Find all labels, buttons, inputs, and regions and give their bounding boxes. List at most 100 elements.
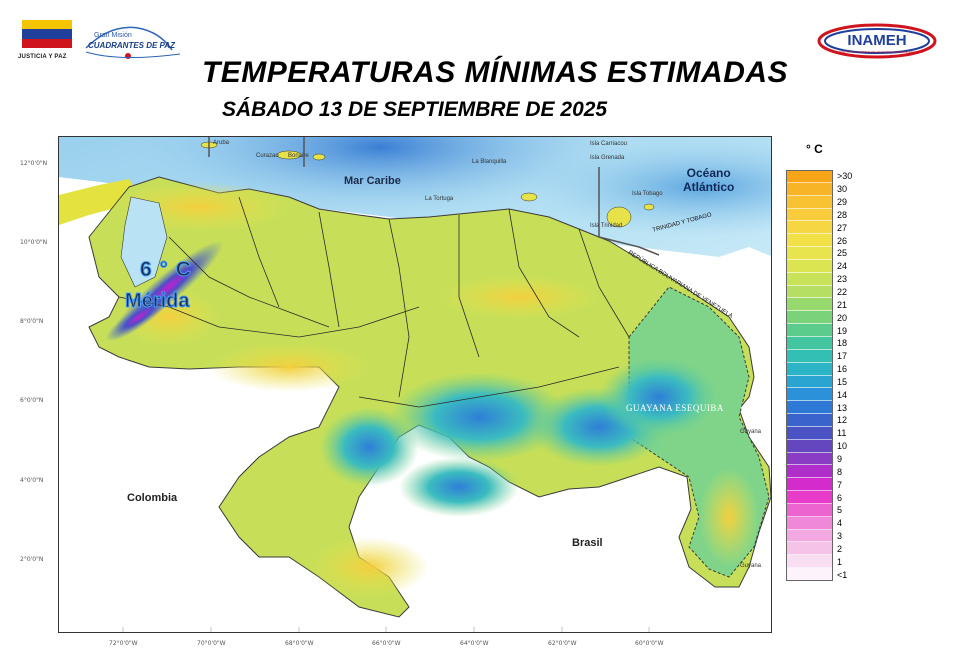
lon-label-72: 72°0'0"W — [109, 640, 138, 647]
lat-label-4: 4°0'0"N — [20, 477, 44, 484]
legend-label: <1 — [837, 569, 848, 580]
legend-row: 2 — [786, 542, 867, 556]
legend-swatch — [786, 170, 833, 183]
legend-swatch — [786, 478, 833, 492]
location-pin-icon — [85, 26, 181, 59]
legend-label: 6 — [837, 492, 843, 503]
lon-label-66: 66°0'0"W — [372, 640, 401, 647]
merida-temperature: 6 ° C — [140, 258, 192, 282]
legend-swatch — [786, 272, 833, 286]
oceano-line2: Atlántico — [683, 180, 735, 194]
legend-label: 17 — [837, 351, 848, 362]
legend-label: 26 — [837, 235, 848, 246]
legend-label: 23 — [837, 274, 848, 285]
legend-label: 10 — [837, 441, 848, 452]
legend-row: 12 — [786, 414, 867, 427]
legend-swatch — [786, 516, 833, 530]
merida-label: Mérida — [124, 290, 190, 313]
place-colombia: Colombia — [127, 492, 178, 504]
legend-row: 15 — [786, 375, 867, 389]
legend-swatch — [786, 568, 833, 581]
place-guayana-esequiba: GUAYANA ESEQUIBA — [626, 403, 724, 413]
lon-label-60: 60°0'0"W — [635, 640, 664, 647]
inameh-logo: INAMEH INSTITUTO NACIONAL DE METEOROLOGÍ… — [815, 20, 940, 62]
lat-label-12: 12°0'0"N — [20, 160, 48, 167]
justicia-y-paz-label: JUSTICIA Y PAZ — [18, 54, 67, 60]
page-title: TEMPERATURAS MÍNIMAS ESTIMADAS — [201, 56, 789, 89]
legend-row: 3 — [786, 529, 867, 543]
legend-swatch — [786, 221, 833, 235]
legend-row: 23 — [786, 272, 867, 286]
legend-row: 29 — [786, 195, 867, 209]
legend-label: 27 — [837, 222, 848, 233]
legend-label: 9 — [837, 453, 843, 464]
legend-label: 22 — [837, 287, 848, 298]
legend-label: 30 — [837, 184, 848, 195]
legend-swatch — [786, 542, 833, 556]
legend-swatch — [786, 285, 833, 299]
legend-swatch — [786, 324, 833, 337]
legend-row: 27 — [786, 221, 867, 235]
lon-label-62: 62°0'0"W — [548, 640, 577, 647]
place-la-blanquilla: La Blanquilla — [472, 159, 507, 165]
place-oceano-atlantico: Océano Atlántico — [683, 166, 734, 194]
map-graphic — [59, 137, 771, 632]
legend-swatch — [786, 247, 833, 260]
legend-row: 30 — [786, 182, 867, 196]
legend-row: 17 — [786, 349, 867, 363]
legend-label: 4 — [837, 518, 843, 529]
legend-label: 8 — [837, 466, 843, 477]
place-mar-caribe: Mar Caribe — [344, 175, 401, 187]
lat-label-2: 2°0'0"N — [20, 556, 44, 563]
place-aruba: Aruba — [213, 140, 230, 146]
legend-row: 5 — [786, 503, 867, 517]
legend-row: 25 — [786, 247, 867, 260]
legend-swatch — [786, 491, 833, 504]
legend-swatch — [786, 426, 833, 440]
gm-main-label: CUADRANTES DE PAZ — [88, 41, 175, 50]
legend-swatch — [786, 388, 833, 402]
venezuela-flag-icon — [22, 20, 72, 48]
legend-swatch — [786, 465, 833, 479]
legend-row: 9 — [786, 452, 867, 466]
legend-swatch — [786, 503, 833, 517]
inameh-label: INAMEH — [847, 32, 906, 49]
lat-label-8: 8°0'0"N — [20, 318, 44, 325]
legend-row: 16 — [786, 362, 867, 376]
legend-row: <1 — [786, 568, 867, 581]
legend-swatch — [786, 195, 833, 209]
legend-row: 22 — [786, 285, 867, 299]
legend-label: 15 — [837, 376, 848, 387]
legend-swatch — [786, 414, 833, 427]
legend-label: 25 — [837, 248, 848, 259]
legend-row: 24 — [786, 259, 867, 273]
legend-unit: ° C — [806, 142, 823, 156]
page-subtitle: SÁBADO 13 DE SEPTIEMBRE DE 2025 — [222, 98, 608, 121]
legend-row: 26 — [786, 234, 867, 248]
legend-row: 4 — [786, 516, 867, 530]
legend-row: 7 — [786, 478, 867, 492]
inameh-sub-label: INSTITUTO NACIONAL DE METEOROLOGÍA E HID… — [839, 50, 923, 54]
cuadrantes-de-paz-logo: Gran Misión CUADRANTES DE PAZ — [80, 22, 190, 62]
legend-label: 1 — [837, 556, 843, 567]
legend-label: >30 — [837, 171, 853, 182]
legend-row: 21 — [786, 298, 867, 312]
legend-swatch — [786, 452, 833, 466]
legend-swatch — [786, 349, 833, 363]
legend-swatch — [786, 311, 833, 325]
legend-row: 8 — [786, 465, 867, 479]
lon-label-64: 64°0'0"W — [460, 640, 489, 647]
temperature-map — [58, 136, 772, 633]
legend-swatch — [786, 182, 833, 196]
place-carriacou: Isla Carriacou — [590, 141, 628, 147]
legend-label: 5 — [837, 505, 843, 516]
legend-swatch — [786, 529, 833, 543]
legend-row: 19 — [786, 324, 867, 337]
legend-swatch — [786, 362, 833, 376]
place-curazao: Curazao — [256, 153, 279, 159]
legend-row: 10 — [786, 439, 867, 453]
legend-row: >30 — [786, 170, 867, 183]
legend-swatch — [786, 298, 833, 312]
legend-swatch — [786, 208, 833, 222]
legend-label: 12 — [837, 415, 848, 426]
